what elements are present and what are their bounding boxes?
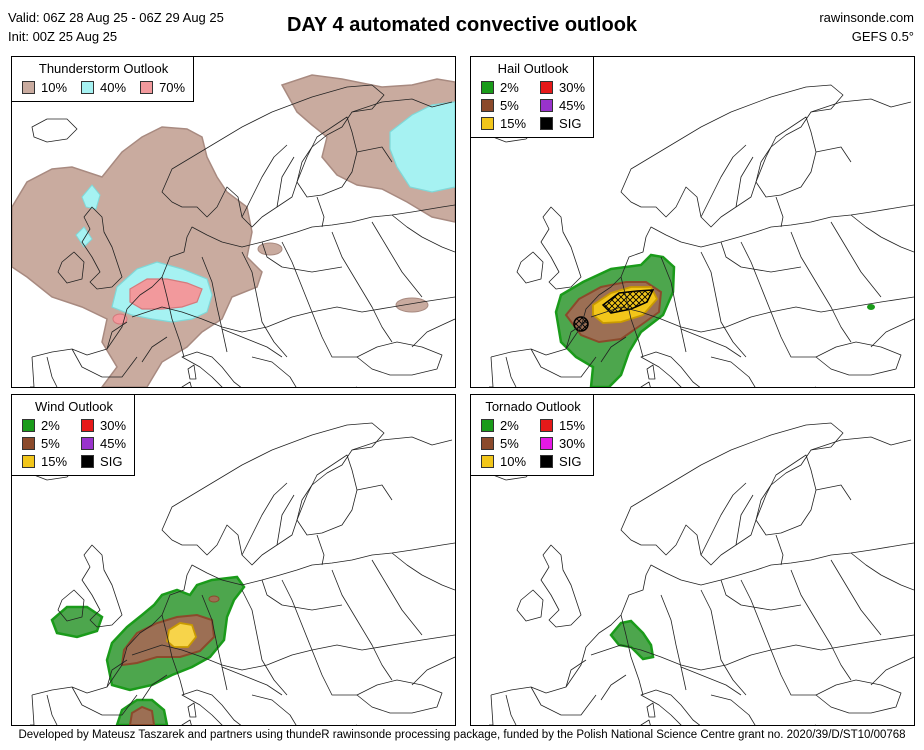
hail-map <box>488 84 914 387</box>
thunder-40-east <box>389 101 455 193</box>
swatch-15 <box>22 455 35 468</box>
legend-item: 70% <box>140 79 185 96</box>
swatch-45 <box>540 99 554 112</box>
header-source: rawinsonde.com GEFS 0.5° <box>819 8 914 46</box>
wind-legend: Wind Outlook 2% 30% 5% 45% 15% SIG <box>12 395 136 476</box>
swatch-30 <box>540 437 554 450</box>
legend-item: 30% <box>540 79 585 96</box>
thunder-10-blob2 <box>395 297 429 313</box>
legend-title: Wind Outlook <box>35 399 114 414</box>
legend-item: 40% <box>81 79 126 96</box>
legend-item: SIG <box>540 115 585 132</box>
footer-credit: Developed by Mateusz Taszarek and partne… <box>18 729 906 741</box>
legend-item: 5% <box>22 435 67 452</box>
legend-item: SIG <box>81 453 126 470</box>
model-name: GEFS 0.5° <box>851 29 914 44</box>
legend-item: 15% <box>22 453 67 470</box>
thunder-10-blob <box>257 242 283 256</box>
legend-item: 2% <box>22 417 67 434</box>
legend-item: 30% <box>540 435 585 452</box>
legend-title: Tornado Outlook <box>485 399 581 414</box>
legend-item: 30% <box>81 417 126 434</box>
legend-item: 15% <box>481 115 526 132</box>
page-title: DAY 4 automated convective outlook <box>286 14 638 36</box>
swatch-5 <box>481 437 494 450</box>
swatch-40 <box>81 81 95 94</box>
init-time: Init: 00Z 25 Aug 25 <box>8 29 118 44</box>
legend-item: 5% <box>481 97 526 114</box>
swatch-sig <box>81 455 95 468</box>
legend-title: Hail Outlook <box>497 61 569 76</box>
hail-2-blob <box>867 304 875 310</box>
hail-legend: Hail Outlook 2% 30% 5% 45% 15% SIG <box>471 57 595 138</box>
tornado-panel: Tornado Outlook 2% 15% 5% 30% 10% SIG <box>470 394 915 726</box>
legend-item: 45% <box>540 97 585 114</box>
tornado-legend: Tornado Outlook 2% 15% 5% 30% 10% SIG <box>471 395 595 476</box>
wind-map <box>29 422 455 725</box>
wind-5-south <box>128 705 156 725</box>
thunderstorm-legend: Thunderstorm Outlook 10% 40% 70% <box>12 57 195 102</box>
thunder-40-uk <box>75 184 101 248</box>
swatch-2 <box>481 81 494 94</box>
legend-item: SIG <box>540 453 585 470</box>
valid-time: Valid: 06Z 28 Aug 25 - 06Z 29 Aug 25 <box>8 10 224 25</box>
swatch-10 <box>481 455 494 468</box>
legend-item: 10% <box>481 453 526 470</box>
legend-item: 45% <box>81 435 126 452</box>
swatch-30 <box>81 419 95 432</box>
swatch-45 <box>81 437 95 450</box>
hail-sig-area <box>601 289 655 314</box>
legend-item: 15% <box>540 417 585 434</box>
thunderstorm-map <box>12 74 455 387</box>
swatch-15 <box>540 419 554 432</box>
swatch-15 <box>481 117 494 130</box>
legend-item: 2% <box>481 417 526 434</box>
wind-5-blob <box>208 595 220 603</box>
legend-item: 10% <box>22 79 67 96</box>
hail-panel: Hail Outlook 2% 30% 5% 45% 15% SIG <box>470 56 915 388</box>
swatch-10 <box>22 81 35 94</box>
header-info: Valid: 06Z 28 Aug 25 - 06Z 29 Aug 25 Ini… <box>8 8 224 46</box>
legend-item: 2% <box>481 79 526 96</box>
swatch-70 <box>140 81 154 94</box>
site-name: rawinsonde.com <box>819 10 914 25</box>
swatch-5 <box>481 99 494 112</box>
legend-item: 5% <box>481 435 526 452</box>
wind-15-area <box>166 622 198 648</box>
swatch-30 <box>540 81 554 94</box>
tornado-2-area <box>609 619 655 661</box>
thunderstorm-panel: Thunderstorm Outlook 10% 40% 70% <box>11 56 456 388</box>
swatch-2 <box>22 419 35 432</box>
swatch-sig <box>540 117 554 130</box>
swatch-5 <box>22 437 35 450</box>
legend-title: Thunderstorm Outlook <box>38 61 169 76</box>
thunder-10-area <box>12 126 263 387</box>
wind-panel: Wind Outlook 2% 30% 5% 45% 15% SIG <box>11 394 456 726</box>
swatch-sig <box>540 455 554 468</box>
tornado-map <box>488 422 914 725</box>
swatch-2 <box>481 419 494 432</box>
wind-2-west <box>50 605 104 639</box>
